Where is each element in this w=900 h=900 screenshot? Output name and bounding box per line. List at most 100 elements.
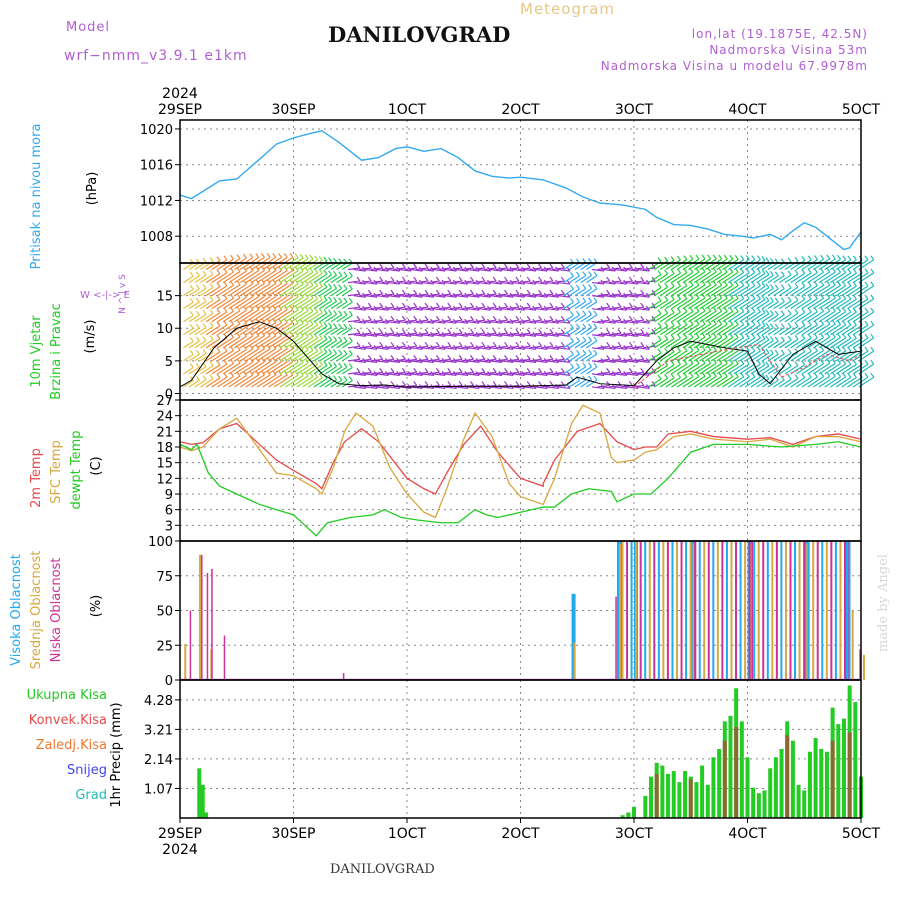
wind-barb: [824, 284, 841, 297]
wind-barb: [245, 322, 265, 336]
wind-barb-flag: [593, 375, 598, 381]
wind-barb-flag: [504, 341, 509, 347]
wind-barb-flag: [831, 280, 836, 286]
wind-barb: [285, 322, 304, 336]
wind-barb-flag: [756, 333, 761, 339]
wind-barb-flag: [712, 280, 717, 286]
wind-barb: [416, 267, 429, 271]
wind-barb-flag: [261, 292, 266, 297]
wind-barb: [478, 321, 491, 324]
wind-barb: [200, 352, 214, 362]
wind-barb-flag: [379, 368, 384, 373]
wind-barb: [784, 273, 799, 284]
wind-barb: [574, 314, 587, 323]
wind-barb: [722, 311, 739, 323]
precip-bar: [694, 782, 699, 818]
wind-barb: [767, 353, 779, 362]
wind-barb: [597, 384, 610, 388]
wind-barb: [222, 375, 241, 388]
wind-barb: [773, 301, 785, 310]
wind-barb-flag: [588, 362, 593, 368]
wind-barb: [756, 313, 770, 323]
wind-barb-flag: [447, 328, 452, 334]
wind-speed-line: [633, 344, 862, 388]
wind-barb: [211, 363, 228, 375]
wind-barb-flag: [723, 267, 728, 273]
wind-barb-flag: [314, 359, 319, 365]
wind-barb: [461, 306, 474, 310]
wind-barb-flag: [538, 354, 543, 360]
wind-barb-flag: [309, 306, 314, 312]
precip-bar: [671, 771, 676, 818]
wind-barb-flag: [734, 359, 739, 365]
model-label: Model: [66, 20, 111, 35]
wind-barb-flag: [538, 263, 543, 269]
wind-barb: [398, 281, 412, 285]
wind-barb-flag: [283, 331, 288, 337]
wind-barb-flag: [447, 354, 452, 360]
wind-barb-flag: [657, 348, 662, 354]
wind-barb-flag: [588, 297, 593, 302]
wind-barb: [563, 327, 574, 336]
wind-barb: [183, 353, 194, 362]
wind-barb-flag: [338, 362, 343, 368]
wind-barb-flag: [769, 310, 774, 315]
wind-barb-flag: [676, 333, 681, 339]
wind-barb-flag: [729, 372, 734, 378]
wind-barb: [637, 268, 650, 272]
wind-barb: [699, 336, 717, 349]
wind-barb: [444, 268, 457, 272]
wind-barb-flag: [236, 371, 241, 377]
wind-barb: [421, 373, 434, 377]
wind-barb: [370, 371, 383, 375]
wind-barb-flag: [837, 320, 842, 325]
wind-barb: [222, 310, 241, 323]
wind-barb-flag: [333, 349, 338, 354]
wind-barb-flag: [593, 271, 598, 277]
wind-barb-flag: [195, 297, 200, 303]
cloud-bar-overcast: [689, 541, 692, 680]
wind-barb: [727, 285, 745, 297]
wind-barb-flag: [837, 333, 842, 338]
wind-barb: [773, 379, 785, 388]
wind-barb: [307, 312, 323, 323]
wind-barb: [341, 275, 353, 284]
wind-barb: [813, 271, 831, 284]
wind-barb: [586, 379, 598, 388]
wind-barb: [421, 334, 434, 337]
wind-barb-flag: [526, 276, 531, 282]
wind-barb: [710, 376, 728, 388]
wind-barb: [727, 376, 745, 388]
wind-barb: [540, 371, 554, 375]
wind-barb-flag: [787, 335, 792, 341]
wind-barb-flag: [695, 306, 700, 312]
wind-barb-flag: [794, 269, 799, 275]
wind-barb: [370, 280, 383, 284]
wind-barb: [455, 360, 468, 363]
wind-barb-flag: [266, 292, 271, 297]
wind-barb-flag: [870, 281, 875, 287]
wind-barb: [620, 345, 633, 349]
wind-barb-flag: [640, 276, 645, 282]
wind-barb: [200, 339, 214, 349]
wind-barb: [359, 293, 372, 297]
wind-barb: [438, 280, 451, 284]
wind-barb-flag: [470, 263, 474, 269]
wind-barb: [580, 314, 592, 323]
wind-barb-flag: [356, 354, 361, 360]
wind-barb-flag: [189, 271, 194, 277]
wind-barb: [268, 361, 288, 375]
x-tick-label-top: 3OCT: [615, 102, 654, 118]
wind-barb-flag: [576, 271, 580, 277]
wind-barb: [813, 349, 831, 362]
wind-barb: [228, 335, 247, 349]
wind-barb-flag: [761, 256, 766, 261]
precip-bar: [677, 782, 682, 818]
wind-barb-flag: [756, 320, 761, 326]
wind-barb-flag: [664, 374, 669, 379]
wind-barb: [790, 298, 806, 310]
wind-barb-flag: [283, 357, 288, 363]
wind-barb-flag: [255, 292, 260, 297]
wind-barb: [756, 326, 770, 336]
wind-barb: [239, 348, 260, 362]
